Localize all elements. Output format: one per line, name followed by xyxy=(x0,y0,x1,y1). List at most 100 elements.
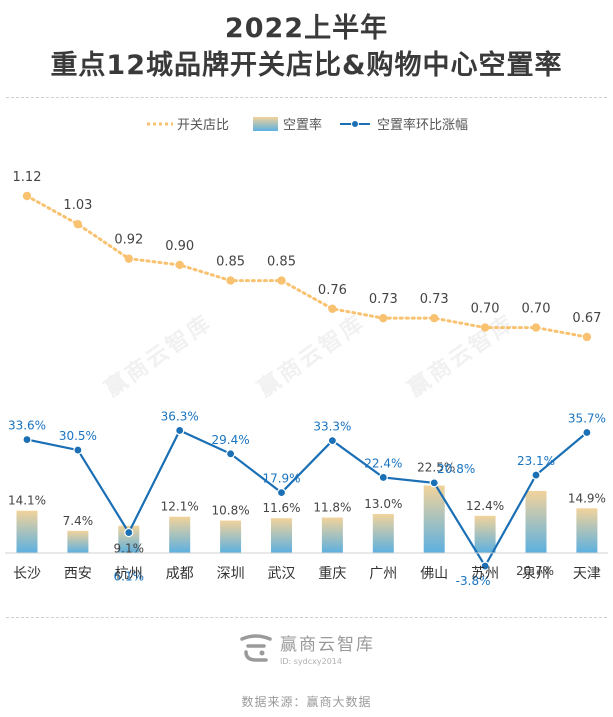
legend-vacancy-label: 空置率 xyxy=(283,117,322,133)
ratio-label: 0.73 xyxy=(420,292,449,307)
vacancy-label: 20.7% xyxy=(516,564,554,578)
ratio-line-series: 1.12 1.03 0.92 0.90 0.85 0.85 0.76 0.73 0.73 0.70… xyxy=(13,170,601,342)
ratio-point xyxy=(22,191,32,201)
vacancy-label: 14.9% xyxy=(568,491,606,505)
vacancy-label: 13.0% xyxy=(364,497,402,511)
x-tick-label: 西安 xyxy=(64,566,92,582)
change-point xyxy=(22,434,32,445)
change-point xyxy=(124,527,134,538)
ratio-line xyxy=(25,194,589,339)
vacancy-bar xyxy=(321,517,343,553)
change-point xyxy=(429,478,439,488)
vacancy-label: 22.5% xyxy=(417,461,455,475)
change-point xyxy=(531,470,541,480)
brand-name: 赢商云智库 xyxy=(280,635,375,655)
x-tick-label: 重庆 xyxy=(318,566,346,582)
vacancy-label: 11.8% xyxy=(313,501,351,515)
footer-divider xyxy=(6,617,607,618)
change-line-series: 33.6% 30.5% 6.1% 36.3% 29.4% 17.9% 33.3% 22.4% 2… xyxy=(8,409,606,588)
ratio-label: 0.90 xyxy=(165,239,194,254)
vacancy-label: 12.4% xyxy=(466,499,504,513)
chart-title-line2: 重点12城品牌开关店比&购物中心空置率 xyxy=(50,50,563,81)
change-point xyxy=(327,436,337,446)
x-tick-label: 成都 xyxy=(166,566,194,582)
vacancy-label: 7.4% xyxy=(63,514,94,528)
ratio-point xyxy=(379,313,388,323)
ratio-point xyxy=(430,313,439,323)
vacancy-bar xyxy=(372,514,394,553)
title-divider xyxy=(6,97,607,98)
change-label: 17.9% xyxy=(262,472,300,486)
legend-ratio-label: 开关店比 xyxy=(177,118,229,133)
x-tick-label: 长沙 xyxy=(13,566,41,582)
vacancy-bar xyxy=(67,530,89,553)
vacancy-bar xyxy=(576,508,598,553)
x-tick-label: 深圳 xyxy=(217,566,245,582)
ratio-point xyxy=(175,260,184,270)
vacancy-bars: 14.1% 7.4% 9.1% 12.1% 10.8% 11.6% 11.8% 13.0% 22… xyxy=(8,461,606,578)
change-label: 36.3% xyxy=(161,409,199,423)
change-label: 35.7% xyxy=(568,411,606,425)
ratio-label: 0.85 xyxy=(267,255,296,270)
ratio-label: 0.67 xyxy=(572,311,601,326)
change-label: 23.1% xyxy=(517,454,555,468)
ratio-label: 0.85 xyxy=(216,255,245,270)
change-label: 29.4% xyxy=(212,433,250,447)
ratio-label: 0.92 xyxy=(114,233,143,248)
brand-id: ID: sydcxy2014 xyxy=(280,657,342,666)
change-point xyxy=(480,561,490,571)
vacancy-label: 9.1% xyxy=(114,542,145,556)
change-label: 6.1% xyxy=(114,570,145,584)
vacancy-bar xyxy=(271,518,292,553)
legend-vacancy-swatch xyxy=(253,117,278,131)
ratio-point xyxy=(328,304,337,313)
x-tick-label: 武汉 xyxy=(268,566,296,582)
ratio-label: 0.70 xyxy=(522,302,551,317)
vacancy-label: 14.1% xyxy=(8,494,46,508)
change-point xyxy=(226,449,236,459)
chart-title-line1: 2022上半年 xyxy=(224,13,389,44)
ratio-point xyxy=(531,323,541,332)
x-tick-label: 杭州 xyxy=(115,566,143,582)
change-label: 33.6% xyxy=(8,419,46,433)
vacancy-bar xyxy=(525,490,547,553)
change-point xyxy=(175,425,185,436)
change-label: 30.5% xyxy=(59,429,97,443)
ratio-point xyxy=(582,332,592,342)
x-tick-label: 苏州 xyxy=(471,566,499,582)
ratio-point xyxy=(124,254,133,263)
change-label: 22.4% xyxy=(364,456,402,470)
change-label: 33.3% xyxy=(313,420,351,434)
ratio-point xyxy=(480,323,490,332)
ratio-label: 1.03 xyxy=(63,198,92,213)
vacancy-bar xyxy=(220,520,242,553)
vacancy-bar xyxy=(169,516,191,553)
brand-block: 赢商云智库 ID: sydcxy2014 xyxy=(238,630,375,666)
legend-change-marker xyxy=(351,120,359,128)
change-point xyxy=(276,488,287,498)
x-axis: 长沙 西安 杭州 成都 深圳 武汉 重庆 广州 佛山 苏州 泉州 天津 xyxy=(5,552,608,582)
x-tick-label: 广州 xyxy=(369,566,397,582)
ratio-point xyxy=(277,276,286,285)
x-tick-label: 佛山 xyxy=(420,566,448,582)
vacancy-bar xyxy=(474,515,496,553)
ratio-label: 1.12 xyxy=(13,170,42,185)
vacancy-label: 12.1% xyxy=(161,500,199,514)
change-point xyxy=(378,472,388,483)
data-source: 数据来源：赢商大数据 xyxy=(241,695,372,709)
legend: 开关店比 空置率 空置率环比涨幅 xyxy=(147,117,468,133)
change-label: 20.8% xyxy=(437,462,475,476)
vacancy-bar xyxy=(118,525,140,553)
vacancy-bar xyxy=(16,510,38,553)
ratio-label: 0.70 xyxy=(471,302,500,317)
x-tick-label: 泉州 xyxy=(522,565,550,582)
change-label: -3.8% xyxy=(456,574,491,588)
ratio-label: 0.73 xyxy=(369,292,398,307)
change-line xyxy=(26,429,588,569)
ratio-point xyxy=(73,219,83,229)
ratio-point xyxy=(226,276,235,285)
change-point xyxy=(582,427,592,438)
vacancy-label: 10.8% xyxy=(212,504,250,518)
legend-change-label: 空置率环比涨幅 xyxy=(377,117,468,133)
x-tick-label: 天津 xyxy=(573,566,601,582)
